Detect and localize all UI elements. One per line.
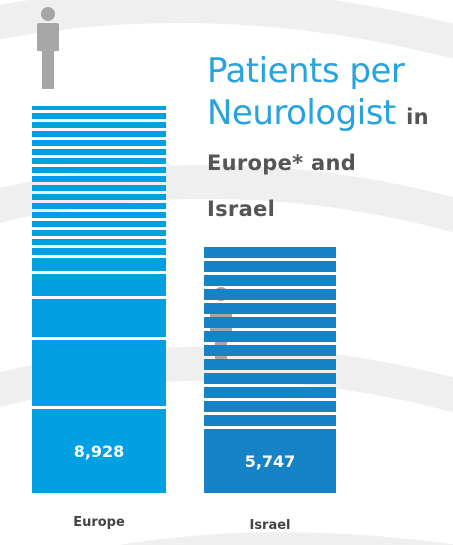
value-label-europe: 8,928 [74, 442, 125, 461]
bar-israel-stripe [204, 331, 336, 342]
bar-europe-stripe [32, 140, 166, 146]
bar-europe-stripe [32, 203, 166, 209]
bar-europe-stripe [32, 340, 166, 406]
bar-israel-stripe [204, 345, 336, 356]
bar-israel-stripe [204, 373, 336, 384]
bar-israel-stripe [204, 415, 336, 426]
bar-europe-stripe [32, 221, 166, 227]
bar-israel-stripe [204, 289, 336, 300]
person-icon-europe [37, 7, 59, 89]
bar-israel-stripe [204, 247, 336, 258]
bar-europe-stripe [32, 176, 166, 182]
title-line-4: Israel [207, 197, 276, 221]
bar-europe-stripe [32, 185, 166, 191]
bar-europe-stripe [32, 194, 166, 200]
bar-israel-stripe [204, 359, 336, 370]
bar-europe-stripe [32, 149, 166, 155]
bar-israel-stripe [204, 387, 336, 398]
chart-title: Patients per Neurologist in [207, 50, 447, 138]
bar-israel-stripe [204, 261, 336, 272]
bar-europe-stripe [32, 113, 166, 119]
bar-europe-stripe [32, 299, 166, 337]
bar-israel-base [204, 429, 336, 493]
category-label-israel: Israel [249, 518, 291, 533]
bar-europe-stripe [32, 122, 166, 128]
chart-title-bold: Europe* and Israel [207, 140, 447, 232]
bar-israel-stripe [204, 275, 336, 286]
bar-europe-stripe [32, 239, 166, 245]
title-line-2: Neurologist [207, 93, 396, 133]
bar-europe-stripe [32, 258, 166, 271]
bar-europe-stripe [32, 248, 166, 255]
bar-europe-base [32, 409, 166, 493]
bar-israel-stripe [204, 303, 336, 314]
title-line-2-suffix: in [406, 105, 429, 129]
value-label-israel: 5,747 [245, 452, 296, 471]
bar-europe-stripe [32, 158, 166, 164]
title-line-3: Europe* and [207, 151, 357, 175]
bar-europe-stripe [32, 274, 166, 296]
category-label-europe: Europe [73, 515, 125, 530]
bar-europe-stripe [32, 230, 166, 236]
title-line-1: Patients per [207, 51, 405, 91]
bar-europe-stripe [32, 131, 166, 137]
bar-europe-stripe [32, 167, 166, 173]
bar-israel-stripe [204, 317, 336, 328]
bar-europe: 8,928 [32, 106, 166, 493]
bar-israel-stripe [204, 401, 336, 412]
bar-europe-stripe [32, 106, 166, 110]
bar-israel: 5,747 [204, 247, 336, 493]
bar-europe-stripe [32, 212, 166, 218]
